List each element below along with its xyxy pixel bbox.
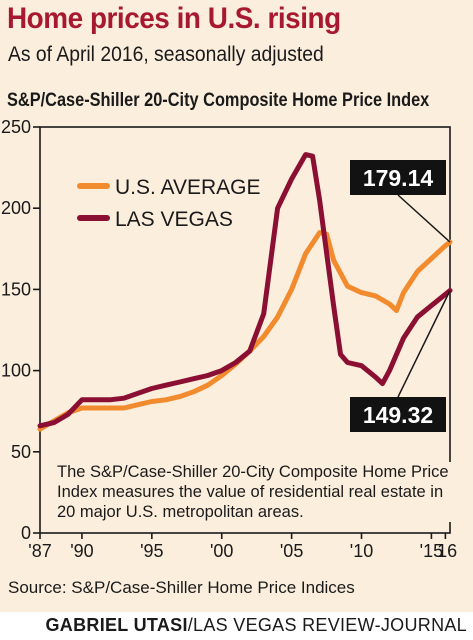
series-line-las-vegas xyxy=(37,152,453,429)
x-tick-label: '05 xyxy=(280,541,303,561)
source-line: Source: S&P/Case-Shiller Home Price Indi… xyxy=(8,578,355,597)
legend-label: U.S. AVERAGE xyxy=(115,176,261,199)
credit-outlet: /LAS VEGAS REVIEW-JOURNAL xyxy=(187,615,467,635)
x-tick-label: '16 xyxy=(434,541,457,561)
value-callout-box xyxy=(350,160,446,195)
callout-leader xyxy=(397,290,451,398)
x-tick-label: '00 xyxy=(210,541,233,561)
x-tick-label: '90 xyxy=(70,541,93,561)
chart-note: The S&P/Case-Shiller 20-City Composite H… xyxy=(57,462,457,522)
value-callout-box xyxy=(350,397,446,432)
y-tick-label: 0 xyxy=(21,523,31,543)
callout-leader xyxy=(397,194,451,243)
line-chart: 0 50 100 150 200 250 '87 '90 '95 '00 '05 '10 '15'16 U… xyxy=(1,117,457,561)
index-title: S&P/Case-Shiller 20-City Composite Home … xyxy=(7,90,430,111)
y-tick-label: 200 xyxy=(1,198,31,218)
value-callout-label: 149.32 xyxy=(363,402,433,428)
credit-line: GABRIEL UTASI/LAS VEGAS REVIEW-JOURNAL xyxy=(46,615,468,636)
x-tick-label: '15 xyxy=(420,541,443,561)
plot-frame xyxy=(39,126,451,534)
y-tick-label: 100 xyxy=(1,361,31,381)
y-tick-label: 150 xyxy=(1,279,31,299)
x-tick-label: '10 xyxy=(350,541,373,561)
value-callout-label: 179.14 xyxy=(363,165,434,191)
credit-name: GABRIEL UTASI xyxy=(45,615,188,635)
chart-title: Home prices in U.S. rising xyxy=(7,2,341,35)
x-tick-label: '87 xyxy=(28,541,51,561)
series-line-u-s-average xyxy=(37,230,453,432)
y-tick-label: 50 xyxy=(11,442,31,462)
chart-subtitle: As of April 2016, seasonally adjusted xyxy=(8,43,324,66)
legend-label: LAS VEGAS xyxy=(115,208,233,231)
x-tick-label: '95 xyxy=(140,541,163,561)
y-tick-label: 250 xyxy=(1,117,31,137)
